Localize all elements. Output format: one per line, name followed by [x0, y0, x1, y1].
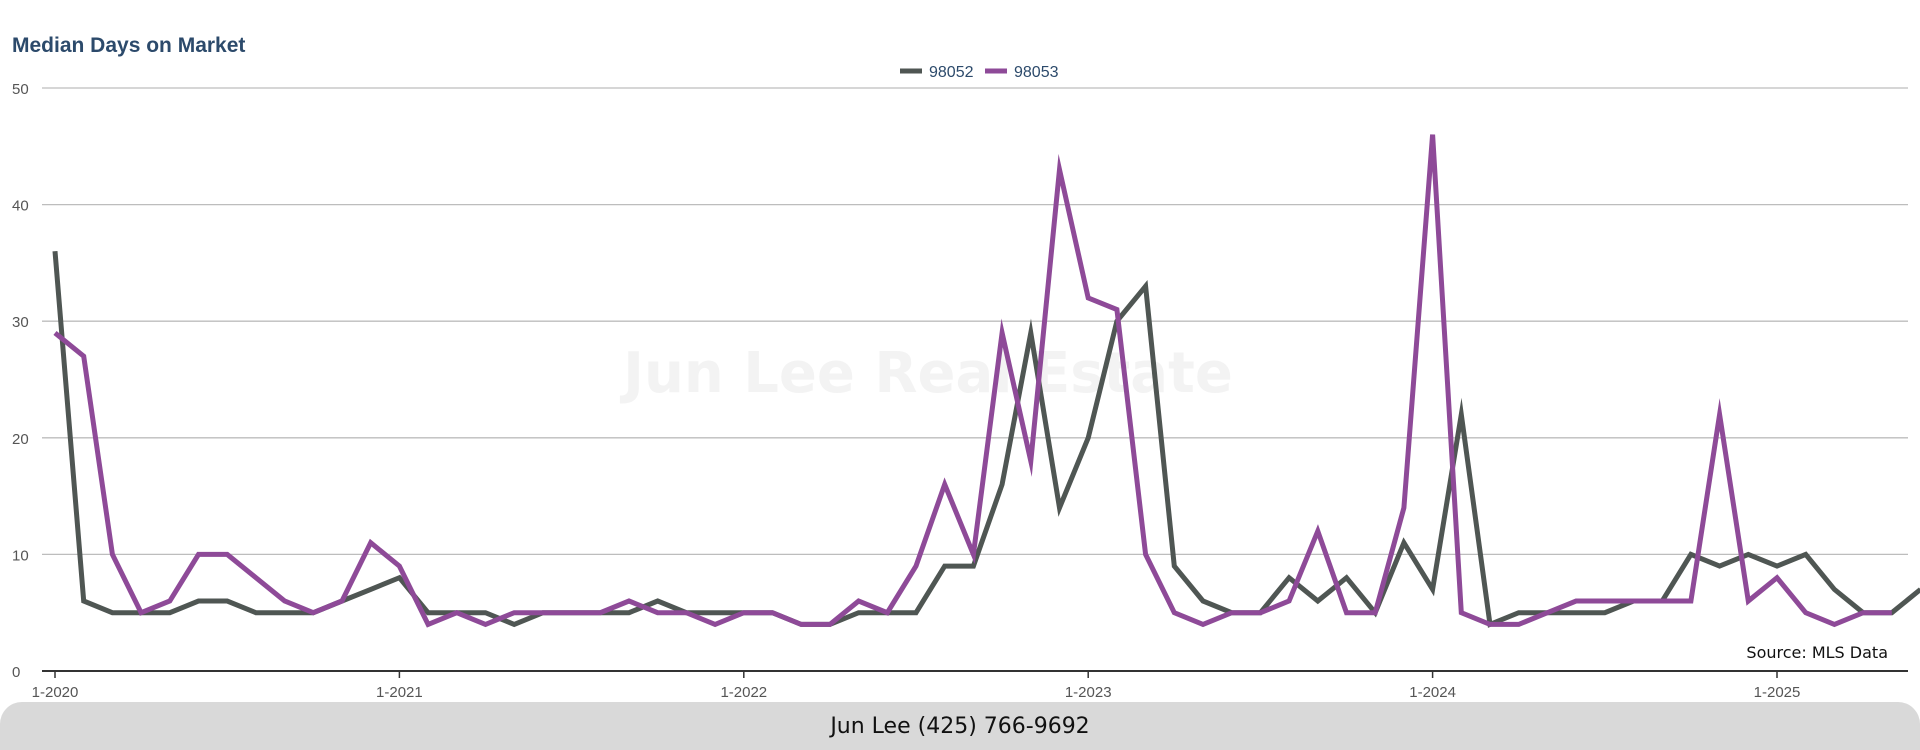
footer-contact: Jun Lee (425) 766-9692: [830, 713, 1090, 739]
axes: 0 10 20 30 40 50 1-2020 1-2021 1-2022 1-2023 1-202…: [12, 81, 1908, 701]
series-line-98053: [53, 134, 1892, 628]
x-tick-label: 1-2025: [1754, 684, 1801, 701]
x-tick-label: 1-2021: [376, 684, 423, 701]
footer-bar: Jun Lee (425) 766-9692: [0, 702, 1920, 750]
y-tick-label: 20: [12, 431, 29, 448]
series-lines: [52, 134, 1920, 628]
y-tick-label: 50: [12, 81, 29, 98]
x-tick-label: 1-2020: [32, 684, 79, 701]
x-tick-label: 1-2023: [1065, 684, 1112, 701]
y-tick-label: 0: [12, 664, 20, 681]
x-tick-label: 1-2022: [720, 684, 767, 701]
watermark: Jun Lee Real Estate: [619, 341, 1233, 406]
y-tick-label: 40: [12, 198, 29, 215]
y-tick-label: 30: [12, 314, 29, 331]
gridlines: [42, 87, 1908, 556]
chart-title: Median Days on Market: [12, 34, 245, 57]
series-line-98052: [52, 250, 1920, 628]
legend-label: 98053: [1014, 64, 1059, 81]
y-tick-label: 10: [12, 547, 29, 564]
legend-label: 98052: [929, 64, 974, 81]
x-tick-label: 1-2024: [1409, 684, 1456, 701]
legend: 98052 98053: [900, 64, 1059, 81]
source-note: Source: MLS Data: [1746, 643, 1888, 662]
